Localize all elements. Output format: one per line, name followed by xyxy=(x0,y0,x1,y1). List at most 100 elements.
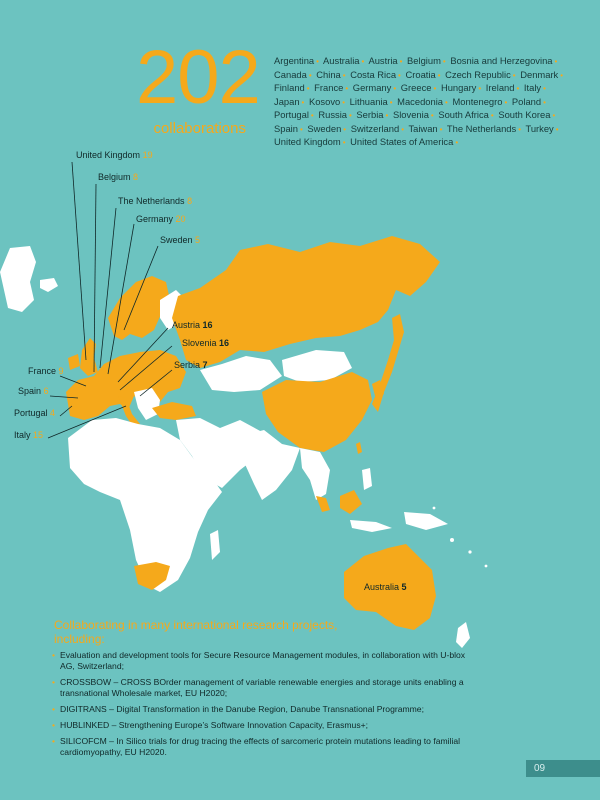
country-name: Hungary xyxy=(440,82,477,93)
land-indonesia xyxy=(350,520,392,532)
project-item: CROSSBOW – CROSS BOrder management of va… xyxy=(52,677,474,699)
project-item: HUBLINKED – Strengthening Europe’s Softw… xyxy=(52,720,474,731)
land-china xyxy=(262,372,372,452)
country-list: Argentina • Australia • Austria • Belgium • … xyxy=(274,55,574,150)
projects-list: Evaluation and development tools for Sec… xyxy=(52,650,474,763)
country-name: South Africa xyxy=(438,109,489,120)
separator-dot-icon: • xyxy=(445,97,448,107)
country-name: Macedonia xyxy=(397,95,444,107)
country-name: Japan xyxy=(274,95,300,107)
country-name: Croatia xyxy=(405,68,436,80)
country-name: China xyxy=(316,68,341,80)
separator-dot-icon: • xyxy=(361,57,365,66)
separator-dot-icon: • xyxy=(385,111,389,120)
project-item: DIGITRANS – Digital Transformation in th… xyxy=(52,704,474,715)
separator-dot-icon: • xyxy=(504,97,508,107)
separator-dot-icon: • xyxy=(343,124,347,134)
land-philippines xyxy=(362,468,372,490)
separator-dot-icon: • xyxy=(401,124,404,134)
land-papua xyxy=(404,512,448,530)
map-label-serbia: Serbia 7 xyxy=(174,360,208,370)
map-label-belgium: Belgium 8 xyxy=(98,172,139,182)
separator-dot-icon: • xyxy=(430,111,434,120)
country-name: United Kingdom xyxy=(274,136,341,147)
leader-line-united-kingdom xyxy=(71,161,87,361)
country-name: Belgium xyxy=(407,55,441,66)
land-turkey xyxy=(152,402,196,420)
land-italy xyxy=(118,396,140,428)
separator-dot-icon: • xyxy=(310,111,314,120)
country-name: Serbia xyxy=(356,109,384,120)
country-name: Switzerland xyxy=(350,122,400,134)
separator-dot-icon: • xyxy=(560,70,564,80)
map-label-germany: Germany 20 xyxy=(136,214,186,224)
land-japan xyxy=(372,314,404,412)
leader-line-netherlands xyxy=(99,207,117,369)
country-name: Germany xyxy=(352,82,392,93)
map-label-austria: Austria 16 xyxy=(172,320,213,330)
map-label-australia: Australia 5 xyxy=(364,582,407,592)
leader-line-spain xyxy=(49,395,79,399)
land-greenland xyxy=(0,246,36,312)
separator-dot-icon: • xyxy=(389,97,393,107)
country-name: Finland xyxy=(274,82,305,93)
separator-dot-icon: • xyxy=(518,124,521,134)
land-india xyxy=(240,430,300,500)
land-borneo xyxy=(340,490,362,514)
land-kazakhstan xyxy=(200,356,282,392)
land-malaysia xyxy=(316,496,330,512)
separator-dot-icon: • xyxy=(342,97,346,107)
country-name: The Netherlands xyxy=(446,122,517,134)
leader-line-portugal xyxy=(59,405,73,417)
separator-dot-icon: • xyxy=(342,138,346,147)
page-number: 09 xyxy=(526,760,600,777)
country-name: Russia xyxy=(318,109,347,120)
land-africa xyxy=(68,418,222,592)
country-name: Portugal xyxy=(274,109,309,120)
map-label-portugal: Portugal 4 xyxy=(14,408,56,418)
country-name: South Korea xyxy=(498,109,551,120)
land-taiwan xyxy=(356,442,362,454)
separator-dot-icon: • xyxy=(439,124,443,134)
country-name: Austria xyxy=(368,55,398,66)
map-label-france: France 9 xyxy=(28,366,64,376)
separator-dot-icon: • xyxy=(399,57,403,66)
land-middle-east xyxy=(176,418,262,488)
country-name: Czech Republic xyxy=(445,68,511,80)
leader-line-austria xyxy=(117,327,169,383)
country-name: France xyxy=(314,82,344,93)
separator-dot-icon: • xyxy=(512,70,516,80)
land-iceland xyxy=(40,278,58,292)
country-name: Denmark xyxy=(520,68,559,80)
leader-line-germany xyxy=(107,223,135,375)
land-ireland xyxy=(68,354,80,370)
map-label-netherlands: The Netherlands 8 xyxy=(118,196,193,206)
separator-dot-icon: • xyxy=(345,84,349,93)
country-name: Ireland xyxy=(485,82,515,93)
separator-dot-icon: • xyxy=(516,84,520,93)
separator-dot-icon: • xyxy=(555,124,559,134)
big-label: collaborations xyxy=(153,120,246,137)
land-south-africa xyxy=(134,562,170,590)
separator-dot-icon: • xyxy=(455,138,459,147)
country-name: Slovenia xyxy=(392,109,429,120)
separator-dot-icon: • xyxy=(554,57,558,66)
country-name: Montenegro xyxy=(452,95,503,107)
country-name: Canada xyxy=(274,68,307,80)
land-scandinavia xyxy=(108,276,170,340)
project-item: SILICOFCM – In Silico trials for drug tr… xyxy=(52,736,474,758)
country-name: Italy xyxy=(523,82,542,93)
leader-line-france xyxy=(59,375,87,387)
country-name: United States of America xyxy=(350,136,454,147)
country-name: Poland xyxy=(511,95,542,107)
country-name: Bosnia and Herzegovina xyxy=(450,55,553,66)
country-name: Sweden xyxy=(307,122,342,134)
projects-title: Collaborating in many international rese… xyxy=(54,618,338,646)
separator-dot-icon: • xyxy=(308,70,312,80)
map-label-sweden: Sweden 5 xyxy=(160,235,201,245)
separator-dot-icon: • xyxy=(543,84,546,93)
separator-dot-icon: • xyxy=(342,70,346,80)
separator-dot-icon: • xyxy=(306,84,310,93)
big-number: 202 xyxy=(136,35,261,120)
land-madagascar xyxy=(210,530,220,560)
